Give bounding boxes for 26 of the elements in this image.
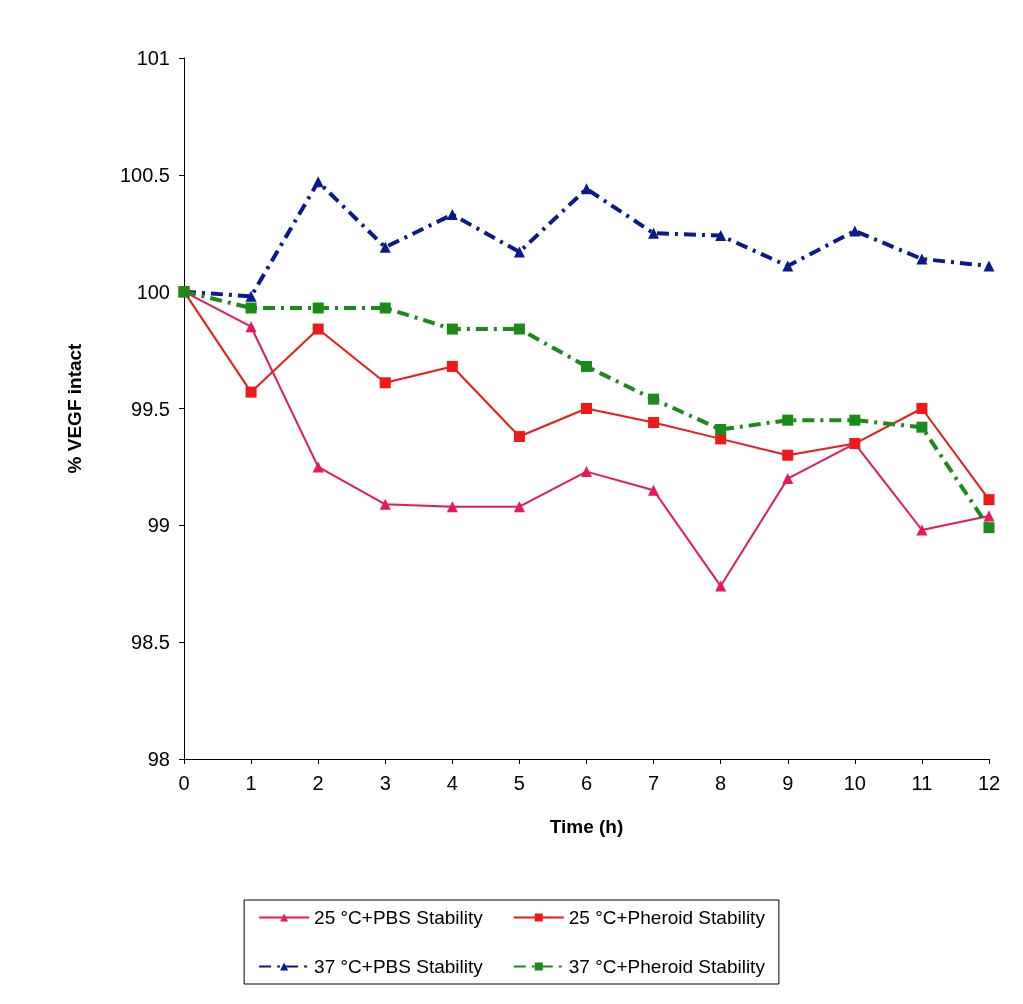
legend-label: 37 °C+PBS Stability <box>314 956 484 977</box>
legend-label: 25 °C+PBS Stability <box>314 907 484 928</box>
legend-label: 37 °C+Pheroid Stability <box>568 956 766 977</box>
y-tick-label: 98.5 <box>131 631 170 654</box>
x-axis-title: Time (h) <box>549 816 624 837</box>
x-tick-label: 12 <box>977 772 1001 794</box>
x-tick-label: 2 <box>312 772 324 794</box>
x-tick-label: 4 <box>446 772 458 794</box>
x-tick-label: 3 <box>379 772 391 794</box>
x-tick-label: 6 <box>580 772 593 794</box>
legend-label: 25 °C+Pheroid Stability <box>568 907 766 928</box>
x-tick-label: 1 <box>245 772 257 794</box>
x-tick-label: 8 <box>715 772 727 794</box>
x-tick-label: 0 <box>178 772 190 794</box>
x-tick-label: 11 <box>911 772 933 794</box>
x-tick-label: 7 <box>648 772 660 794</box>
y-tick-label: 100 <box>136 280 170 303</box>
y-tick-label: 101 <box>136 47 170 69</box>
y-tick-label: 100.5 <box>119 163 170 186</box>
x-tick-label: 10 <box>843 772 866 794</box>
x-tick-label: 5 <box>513 772 525 794</box>
x-tick-label: 9 <box>782 772 794 794</box>
y-tick-label: 99.5 <box>131 397 170 420</box>
y-tick-label: 99 <box>147 514 170 537</box>
y-axis-title: % VEGF intact <box>64 342 85 474</box>
y-tick-label: 98 <box>147 748 170 770</box>
